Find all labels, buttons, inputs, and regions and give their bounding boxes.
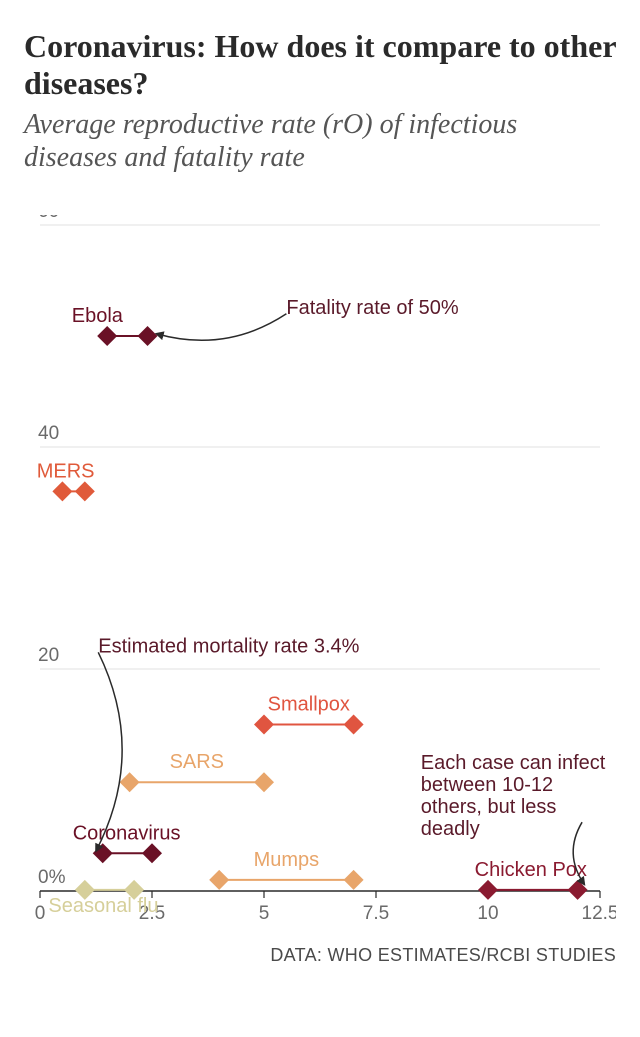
diamond-marker — [254, 714, 274, 734]
diamond-marker — [478, 880, 498, 900]
annotation-arrow — [96, 652, 122, 851]
y-tick-label: 0% — [38, 867, 66, 888]
x-tick-label: 0 — [35, 903, 46, 924]
diamond-marker — [75, 481, 95, 501]
annotation-arrow — [156, 314, 286, 340]
x-tick-label: 7.5 — [363, 903, 389, 924]
disease-label: Smallpox — [268, 693, 350, 715]
chart-container: 0%20406002.557.51012.5EbolaMERSSmallpoxS… — [24, 215, 616, 935]
data-source: DATA: WHO ESTIMATES/RCBI STUDIES — [24, 945, 616, 966]
diamond-marker — [254, 772, 274, 792]
annotation-text: Estimated mortality rate 3.4% — [98, 635, 359, 657]
annotation-text: Each case can infectbetween 10-12others,… — [421, 752, 606, 840]
diamond-marker — [344, 870, 364, 890]
x-tick-label: 12.5 — [582, 903, 616, 924]
disease-label: SARS — [170, 751, 224, 773]
diamond-marker — [142, 843, 162, 863]
disease-scatter-chart: 0%20406002.557.51012.5EbolaMERSSmallpoxS… — [24, 215, 616, 935]
diamond-marker — [344, 714, 364, 734]
y-tick-label: 60 — [38, 215, 59, 222]
diamond-marker — [568, 880, 588, 900]
disease-label: Ebola — [72, 305, 124, 327]
y-tick-label: 20 — [38, 645, 59, 666]
disease-label: MERS — [37, 460, 95, 482]
x-tick-label: 5 — [259, 903, 270, 924]
page-subtitle: Average reproductive rate (rO) of infect… — [24, 108, 616, 175]
diamond-marker — [120, 772, 140, 792]
diamond-marker — [138, 326, 158, 346]
diamond-marker — [209, 870, 229, 890]
x-tick-label: 10 — [477, 903, 498, 924]
diamond-marker — [52, 481, 72, 501]
disease-label: Coronavirus — [73, 822, 181, 844]
diamond-marker — [97, 326, 117, 346]
diamond-marker — [93, 843, 113, 863]
annotation-text: Fatality rate of 50% — [286, 297, 459, 319]
y-tick-label: 40 — [38, 423, 59, 444]
disease-label: Seasonal flu — [48, 895, 158, 917]
disease-label: Mumps — [254, 849, 320, 871]
page-title: Coronavirus: How does it compare to othe… — [24, 28, 616, 102]
disease-label: Chicken Pox — [475, 859, 587, 881]
